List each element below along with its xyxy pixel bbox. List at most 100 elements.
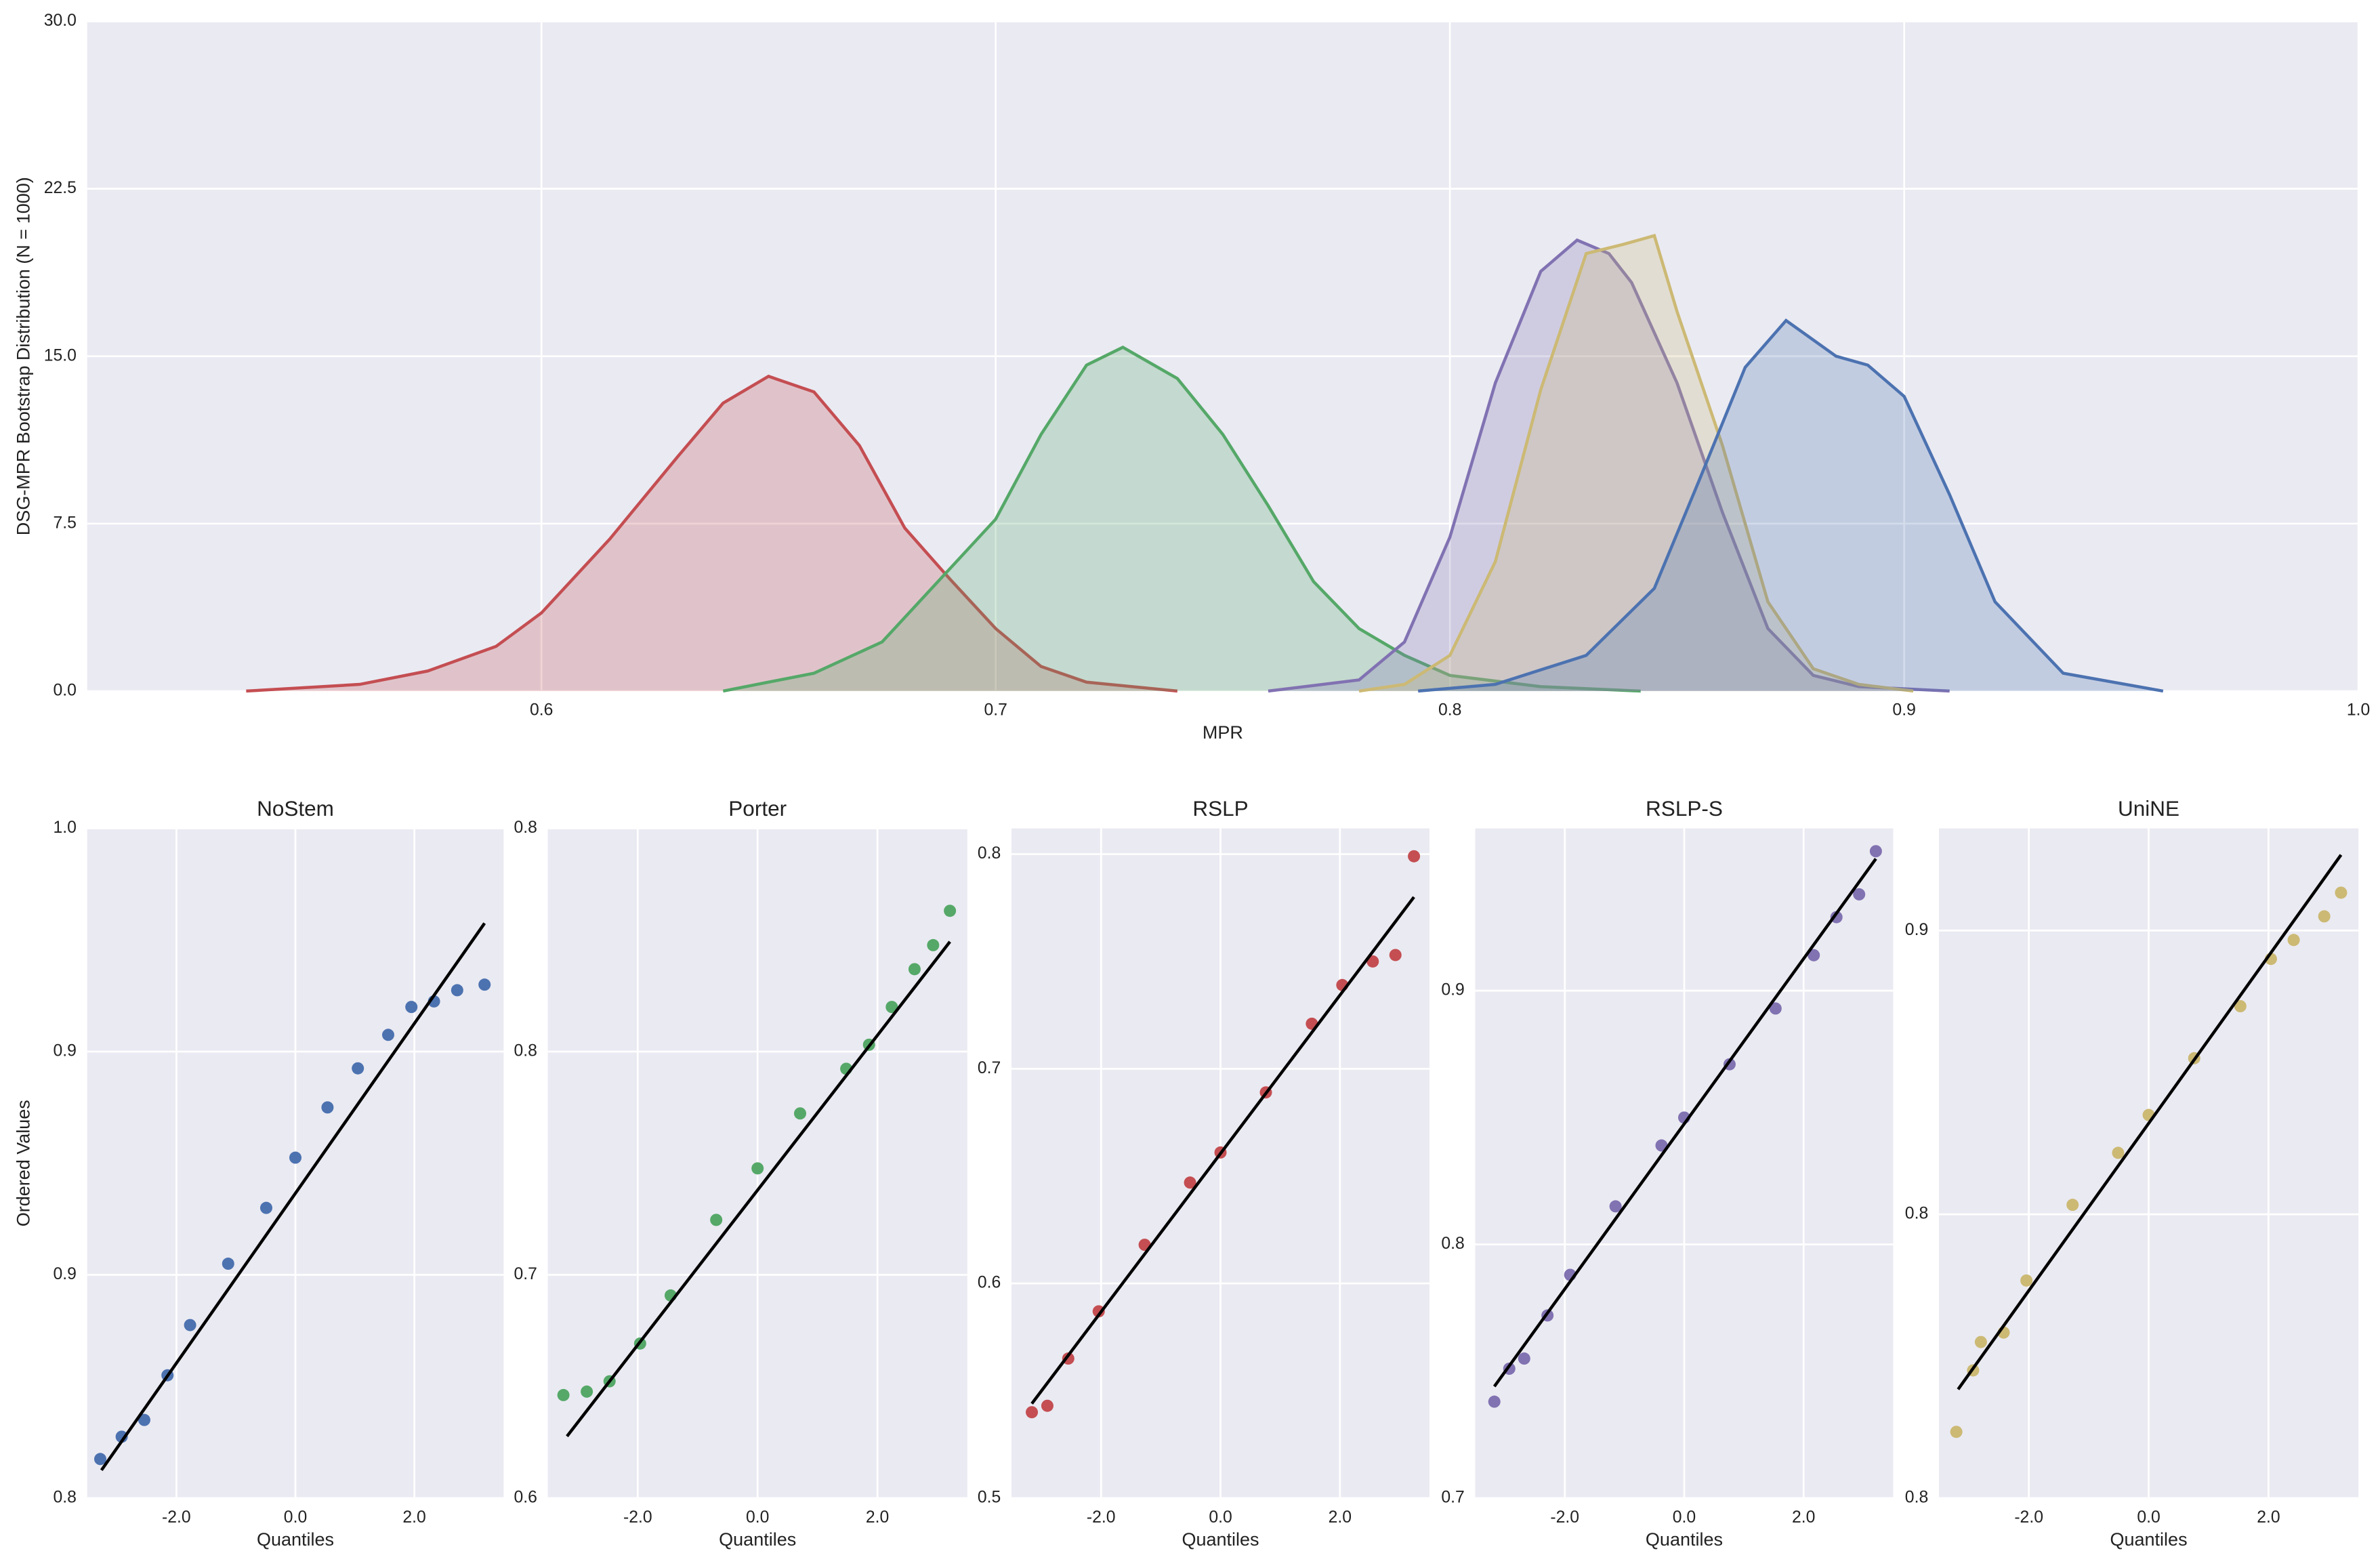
qq-point: [2335, 886, 2347, 899]
x-tick-label: 2.0: [402, 1508, 425, 1527]
y-tick-label: 15.0: [44, 346, 77, 365]
x-tick-label: 0.8: [1438, 701, 1461, 720]
y-tick-label: 0.7: [514, 1265, 537, 1283]
x-tick-label: -2.0: [623, 1508, 652, 1527]
y-tick-label: 0.9: [1441, 981, 1464, 999]
qq-point: [1808, 949, 1820, 961]
qq-point: [2066, 1199, 2079, 1212]
qq-point: [1184, 1176, 1196, 1189]
y-tick-label: 0.0: [54, 681, 77, 699]
y-tick-label: 0.8: [1905, 1488, 1928, 1506]
qq-point: [794, 1107, 807, 1120]
panel: 0.7 0.8 0.9 -2.0 0.0 2.0 RSLP-S Quantiles: [1441, 796, 1894, 1550]
qq-point: [751, 1162, 764, 1175]
density-line: [1418, 318, 2164, 693]
qq-point: [1026, 1406, 1039, 1419]
fit-line: [1492, 858, 1877, 1388]
panel-title: UniNE: [2118, 796, 2179, 821]
qq-point: [259, 1201, 272, 1214]
qq-point: [222, 1258, 234, 1270]
y-tick-label: 0.8: [978, 844, 1001, 863]
y-tick-label: 0.8: [514, 819, 537, 837]
y-tick-label: 7.5: [54, 514, 77, 532]
qq-point: [1041, 1399, 1053, 1412]
fit-line: [566, 940, 951, 1438]
panel: 0.8 0.9 0.9 1.0 -2.0 0.0 2.0 NoStem Quantiles Ord…: [14, 796, 504, 1550]
panel-title: Porter: [728, 796, 787, 821]
panel: 0.8 0.8 0.9 -2.0 0.0 2.0 UniNE Quantiles: [1905, 796, 2359, 1550]
qq-point: [2234, 999, 2247, 1013]
fit-line: [1030, 896, 1415, 1405]
density-area: [1418, 320, 2163, 691]
panel-title: RSLP: [1192, 796, 1248, 821]
x-tick-label: 2.0: [2257, 1508, 2280, 1527]
y-tick-label: 0.7: [978, 1059, 1001, 1077]
qq-point: [1366, 955, 1379, 968]
panel-title: RSLP-S: [1646, 796, 1723, 821]
x-tick-label: -2.0: [1087, 1508, 1116, 1527]
y-tick-label: 0.9: [54, 1042, 77, 1060]
fit-line: [1957, 854, 2343, 1390]
x-axis-label: Quantiles: [719, 1529, 796, 1550]
y-tick-label: 1.0: [54, 819, 77, 837]
qq-point: [289, 1151, 302, 1164]
y-axis-label: Ordered Values: [14, 1100, 34, 1226]
x-tick-label: 0.0: [2137, 1508, 2160, 1527]
x-tick-label: 0.0: [1209, 1508, 1232, 1527]
qq-point: [352, 1062, 364, 1075]
qq-point: [478, 978, 491, 991]
qq-point: [451, 984, 463, 997]
x-tick-label: 1.0: [2347, 701, 2370, 720]
y-tick-label: 0.6: [514, 1488, 537, 1506]
y-tick-label: 0.8: [1441, 1235, 1464, 1253]
y-tick-label: 30.0: [44, 12, 77, 30]
qq-point: [381, 1029, 394, 1041]
qq-point: [1769, 1002, 1782, 1015]
qq-point: [321, 1101, 334, 1114]
x-tick-label: 2.0: [1792, 1508, 1815, 1527]
x-axis-label: Quantiles: [257, 1529, 334, 1550]
x-tick-label: 0.9: [1892, 701, 1915, 720]
qq-point: [138, 1413, 150, 1426]
qq-point: [2287, 934, 2300, 947]
density-line: [1268, 238, 1950, 693]
x-tick-label: 2.0: [1329, 1508, 1352, 1527]
qq-point: [885, 1001, 898, 1014]
qq-point: [1869, 845, 1882, 858]
x-tick-label: 0.7: [984, 701, 1007, 720]
x-tick-label: 0.0: [1673, 1508, 1696, 1527]
qq-point: [2020, 1274, 2033, 1287]
x-axis-label: Quantiles: [2110, 1529, 2188, 1550]
density-area: [1359, 235, 1914, 691]
qq-point: [1092, 1305, 1105, 1318]
qq-point: [1830, 911, 1843, 924]
x-axis-label: Quantiles: [1646, 1529, 1723, 1550]
qq-point: [115, 1430, 128, 1443]
qq-point: [908, 963, 921, 976]
qq-point: [1609, 1200, 1622, 1213]
qq-point: [184, 1319, 196, 1331]
x-tick-label: -2.0: [162, 1508, 191, 1527]
qq-point: [1408, 850, 1421, 863]
y-tick-label: 0.7: [1441, 1488, 1464, 1506]
qq-point: [581, 1385, 593, 1398]
x-axis-label: MPR: [1203, 722, 1243, 743]
qq-point: [1950, 1426, 1963, 1438]
qq-point: [405, 1001, 418, 1014]
panel: 0.0 7.5 15.0 22.5 30.0 0.6 0.7 0.8 0.9 1.0 MPR DSG-…: [14, 12, 2371, 743]
qq-point: [2112, 1146, 2125, 1159]
density-line: [722, 345, 1641, 693]
y-tick-label: 0.9: [1905, 921, 1928, 939]
density-line: [246, 374, 1178, 693]
y-tick-label: 0.8: [1905, 1205, 1928, 1223]
qq-point: [1853, 888, 1866, 900]
y-tick-label: 0.8: [54, 1488, 77, 1506]
qq-point: [927, 938, 940, 951]
y-tick-label: 0.9: [54, 1265, 77, 1283]
qq-point: [557, 1388, 570, 1401]
y-tick-label: 22.5: [44, 179, 77, 197]
panel: 0.6 0.7 0.8 0.8 -2.0 0.0 2.0 Porter Quantiles: [514, 796, 967, 1550]
panel-title: NoStem: [257, 796, 334, 821]
